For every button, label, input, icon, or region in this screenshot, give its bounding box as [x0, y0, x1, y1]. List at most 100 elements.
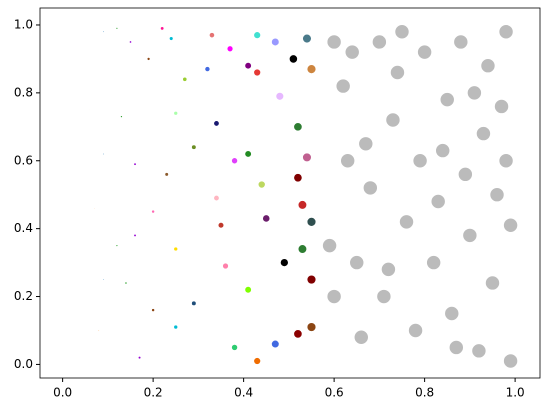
point — [380, 261, 396, 277]
point — [151, 308, 156, 313]
point — [275, 91, 285, 101]
point — [453, 34, 469, 50]
point — [191, 300, 197, 307]
point — [137, 355, 142, 360]
point — [306, 64, 317, 75]
point — [306, 216, 317, 227]
point — [503, 353, 519, 369]
point — [385, 112, 401, 128]
point — [93, 207, 96, 210]
point — [353, 329, 369, 345]
point — [253, 68, 262, 77]
point — [115, 244, 119, 247]
point — [270, 37, 280, 47]
y-tick-label: 0.0 — [14, 357, 33, 371]
point — [417, 44, 433, 60]
point — [262, 214, 271, 223]
point — [498, 24, 514, 40]
point — [466, 85, 482, 101]
point — [102, 30, 105, 33]
point — [448, 339, 464, 355]
point — [435, 143, 451, 159]
point — [494, 98, 510, 114]
point — [124, 281, 128, 285]
point — [457, 166, 473, 182]
point — [146, 56, 151, 61]
point — [222, 262, 229, 270]
point — [173, 324, 179, 330]
point — [480, 58, 496, 74]
point — [164, 172, 169, 177]
point — [293, 173, 303, 183]
point — [88, 108, 91, 111]
point — [412, 153, 428, 169]
point — [306, 274, 317, 285]
point — [84, 37, 87, 40]
point — [208, 32, 216, 39]
point — [168, 36, 174, 41]
point — [408, 322, 424, 338]
point — [102, 278, 105, 281]
point — [226, 45, 234, 53]
point — [444, 305, 460, 322]
point — [133, 233, 137, 238]
point — [270, 339, 280, 349]
y-tick-label: 0.4 — [14, 221, 33, 235]
point — [102, 152, 105, 156]
point — [213, 120, 220, 127]
point — [293, 122, 303, 132]
point — [288, 54, 298, 64]
point — [399, 214, 415, 230]
point — [306, 322, 317, 332]
x-tick-label: 1.0 — [506, 386, 525, 400]
point — [191, 144, 197, 150]
point — [244, 285, 252, 294]
point — [484, 275, 501, 291]
point — [159, 26, 165, 31]
x-tick-label: 0.6 — [325, 386, 344, 400]
point — [471, 343, 487, 359]
point — [128, 40, 133, 44]
point — [257, 180, 266, 189]
plot-frame — [39, 7, 541, 379]
point — [358, 136, 374, 152]
point — [394, 24, 410, 40]
point — [173, 246, 179, 252]
point — [115, 26, 119, 30]
point — [426, 255, 442, 271]
point — [489, 187, 505, 203]
x-tick-label: 0.8 — [415, 386, 434, 400]
y-tick-label: 0.8 — [14, 85, 33, 99]
point — [244, 150, 252, 158]
point — [376, 289, 392, 305]
point — [326, 34, 342, 50]
point — [173, 110, 179, 116]
point — [97, 329, 100, 332]
point — [204, 66, 211, 73]
x-tick-label: 0.0 — [53, 386, 72, 400]
point — [244, 61, 252, 70]
point — [362, 180, 378, 196]
point — [349, 255, 365, 271]
point — [231, 157, 239, 165]
point — [253, 31, 262, 40]
point — [182, 76, 188, 82]
point — [297, 200, 308, 210]
point — [326, 289, 342, 305]
point — [231, 343, 239, 351]
point — [133, 162, 137, 166]
point — [119, 115, 123, 119]
point — [335, 78, 351, 94]
x-tick-label: 0.2 — [144, 386, 163, 400]
point — [302, 152, 312, 163]
y-tick-label: 0.2 — [14, 289, 33, 303]
point — [371, 34, 387, 50]
point — [462, 227, 478, 243]
point — [293, 329, 303, 339]
y-tick-label: 1.0 — [14, 17, 33, 31]
point — [217, 221, 225, 229]
point — [503, 217, 519, 233]
point — [213, 194, 220, 202]
y-tick-label: 0.6 — [14, 153, 33, 167]
